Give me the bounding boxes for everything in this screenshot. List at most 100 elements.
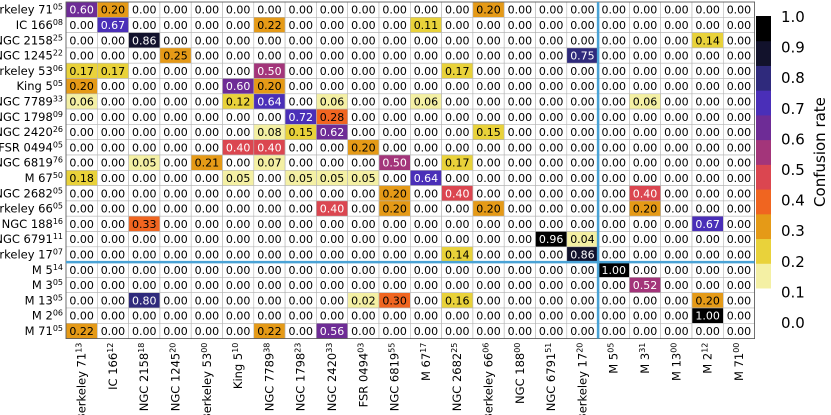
cell-value: 0.00 xyxy=(195,126,220,139)
colorbar-tick-label: 0.2 xyxy=(781,253,805,271)
colorbar-tick-label: 0.7 xyxy=(781,100,805,118)
cell-value: 0.00 xyxy=(382,95,407,108)
column-label: Berkeley 5300 xyxy=(200,343,214,415)
cell-value: 0.00 xyxy=(727,80,752,93)
cell-value: 0.00 xyxy=(445,4,470,17)
cell-value: 0.06 xyxy=(414,95,439,108)
cell-value: 0.00 xyxy=(445,111,470,124)
cell-value: 0.00 xyxy=(570,19,595,32)
cell-value: 0.00 xyxy=(101,80,126,93)
cell-value: 0.00 xyxy=(195,172,220,185)
cell-value: 0.07 xyxy=(257,157,282,170)
cell-value: 0.00 xyxy=(320,279,345,292)
cell-value: 0.00 xyxy=(602,65,627,78)
cell-value: 0.00 xyxy=(445,141,470,154)
cell-value: 0.00 xyxy=(101,294,126,307)
cell-value: 0.00 xyxy=(195,248,220,261)
row-label: M 305 xyxy=(32,278,63,292)
cell-value: 0.00 xyxy=(727,325,752,338)
cell-value: 0.00 xyxy=(289,218,314,231)
cell-value: 0.00 xyxy=(289,4,314,17)
cell-value: 0.00 xyxy=(602,50,627,63)
cell-value: 0.00 xyxy=(101,264,126,277)
cell-value: 0.00 xyxy=(508,187,533,200)
colorbar-segment xyxy=(756,90,771,116)
cell-value: 0.00 xyxy=(570,141,595,154)
cell-value: 0.00 xyxy=(257,248,282,261)
cell-value: 0.00 xyxy=(602,111,627,124)
cell-value: 0.00 xyxy=(163,248,188,261)
colorbar-tick-label: 0.8 xyxy=(781,69,805,87)
cell-value: 0.00 xyxy=(414,80,439,93)
column-label: NGC 242033 xyxy=(325,343,339,412)
row-label: FSR 049405 xyxy=(0,140,63,154)
cell-value: 0.00 xyxy=(101,218,126,231)
cell-value: 0.00 xyxy=(445,19,470,32)
cell-value: 0.00 xyxy=(289,157,314,170)
cell-value: 0.00 xyxy=(476,141,501,154)
cell-value: 0.00 xyxy=(539,19,564,32)
column-label: FSR 049403 xyxy=(356,343,370,408)
cell-value: 0.00 xyxy=(664,294,689,307)
cell-value: 0.00 xyxy=(320,187,345,200)
cell-value: 0.00 xyxy=(163,233,188,246)
cell-value: 0.00 xyxy=(132,310,157,323)
colorbar-segment xyxy=(756,263,771,289)
cell-value: 0.00 xyxy=(289,310,314,323)
cell-value: 0.56 xyxy=(320,325,345,338)
cell-value: 0.86 xyxy=(570,248,595,261)
colorbar-tick-label: 0.4 xyxy=(781,192,805,210)
cell-value: 0.22 xyxy=(257,325,282,338)
cell-value: 0.00 xyxy=(664,157,689,170)
cell-value: 0.06 xyxy=(320,95,345,108)
cell-value: 0.00 xyxy=(476,325,501,338)
cell-value: 0.00 xyxy=(695,141,720,154)
cell-value: 0.00 xyxy=(195,218,220,231)
cell-value: 0.00 xyxy=(633,19,658,32)
cell-value: 0.00 xyxy=(195,65,220,78)
cell-value: 0.00 xyxy=(570,203,595,216)
cell-value: 0.00 xyxy=(132,111,157,124)
cell-value: 0.00 xyxy=(695,4,720,17)
cell-value: 0.00 xyxy=(69,50,94,63)
cell-value: 0.14 xyxy=(445,248,470,261)
cell-value: 0.00 xyxy=(226,126,251,139)
column-label: NGC 778938 xyxy=(262,343,276,412)
cell-value: 0.33 xyxy=(132,218,157,231)
cell-value: 0.00 xyxy=(695,187,720,200)
cell-value: 0.00 xyxy=(633,218,658,231)
cell-value: 0.00 xyxy=(226,218,251,231)
cell-value: 0.00 xyxy=(101,34,126,47)
cell-value: 0.20 xyxy=(382,187,407,200)
cell-value: 0.00 xyxy=(351,111,376,124)
cell-value: 0.00 xyxy=(727,141,752,154)
cell-value: 0.00 xyxy=(257,34,282,47)
cell-value: 0.00 xyxy=(539,310,564,323)
cell-value: 0.00 xyxy=(508,157,533,170)
cell-value: 0.00 xyxy=(476,264,501,277)
cell-value: 0.00 xyxy=(351,279,376,292)
cell-value: 0.00 xyxy=(257,310,282,323)
cell-value: 0.00 xyxy=(476,187,501,200)
cell-value: 0.00 xyxy=(382,19,407,32)
cell-value: 0.00 xyxy=(633,111,658,124)
cell-value: 0.00 xyxy=(351,187,376,200)
column-label: Berkeley 1720 xyxy=(575,343,589,415)
cell-value: 0.00 xyxy=(445,310,470,323)
cell-value: 0.00 xyxy=(101,95,126,108)
row-label: Berkeley 6605 xyxy=(0,202,63,216)
cell-value: 0.00 xyxy=(351,80,376,93)
cell-value: 0.00 xyxy=(633,248,658,261)
cell-value: 0.00 xyxy=(695,203,720,216)
cell-value: 0.00 xyxy=(539,279,564,292)
cell-value: 0.00 xyxy=(664,126,689,139)
cell-value: 0.00 xyxy=(570,294,595,307)
cell-value: 0.00 xyxy=(382,34,407,47)
cell-value: 0.00 xyxy=(570,65,595,78)
cell-value: 0.00 xyxy=(382,65,407,78)
cell-value: 0.00 xyxy=(664,325,689,338)
cell-value: 0.00 xyxy=(570,95,595,108)
cell-value: 0.00 xyxy=(476,218,501,231)
cell-value: 0.00 xyxy=(570,310,595,323)
